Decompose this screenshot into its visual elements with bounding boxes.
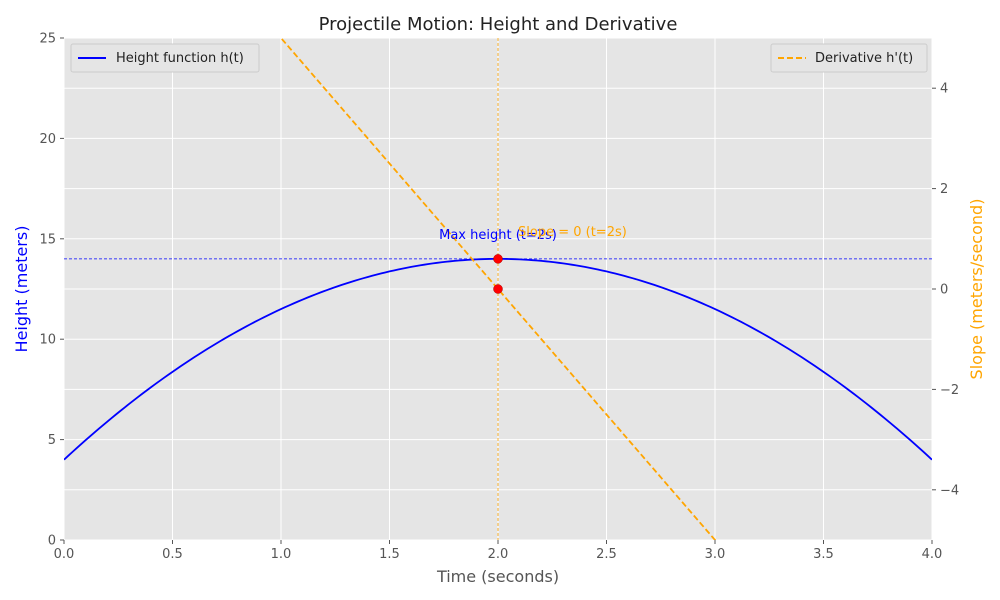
y-axis-right-label: Slope (meters/second) <box>967 199 986 380</box>
x-tick-label: 3.0 <box>705 547 726 562</box>
y-right-tick-label: −4 <box>940 483 959 498</box>
y-left-tick-label: 15 <box>39 232 56 247</box>
zero-slope-marker <box>493 284 503 294</box>
legend-right-label: Derivative h'(t) <box>815 51 913 66</box>
x-axis-label: Time (seconds) <box>436 567 559 586</box>
x-tick-label: 1.5 <box>379 547 400 562</box>
y-left-tick-label: 20 <box>39 132 56 147</box>
y-right-tick-label: 0 <box>940 283 948 298</box>
y-left-tick-label: 5 <box>48 433 56 448</box>
y-axis-left-label: Height (meters) <box>12 226 31 353</box>
x-tick-label: 2.5 <box>596 547 617 562</box>
legend-left-label: Height function h(t) <box>116 51 244 66</box>
y-left-tick-label: 25 <box>39 32 56 47</box>
annotation-zero-slope: Slope = 0 (t=2s) <box>518 225 627 240</box>
x-tick-label: 4.0 <box>922 547 943 562</box>
x-tick-label: 0.0 <box>54 547 75 562</box>
y-left-tick-label: 0 <box>48 534 56 549</box>
y-right-tick-label: 2 <box>940 182 948 197</box>
y-right-tick-label: 4 <box>940 82 948 97</box>
x-tick-label: 2.0 <box>488 547 509 562</box>
y-left-tick-label: 10 <box>39 333 56 348</box>
x-tick-label: 3.5 <box>813 547 834 562</box>
max-height-marker <box>493 254 503 264</box>
y-right-tick-label: −2 <box>940 383 959 398</box>
annotation-max-height: Max height (t=2s) <box>439 228 557 243</box>
legend-left: Height function h(t) <box>70 43 260 73</box>
chart-title: Projectile Motion: Height and Derivative <box>319 14 678 35</box>
x-tick-label: 0.5 <box>162 547 183 562</box>
legend-right: Derivative h'(t) <box>770 43 928 73</box>
legend-left-box <box>70 43 260 73</box>
legend-right-box <box>770 43 928 73</box>
x-tick-label: 1.0 <box>271 547 292 562</box>
